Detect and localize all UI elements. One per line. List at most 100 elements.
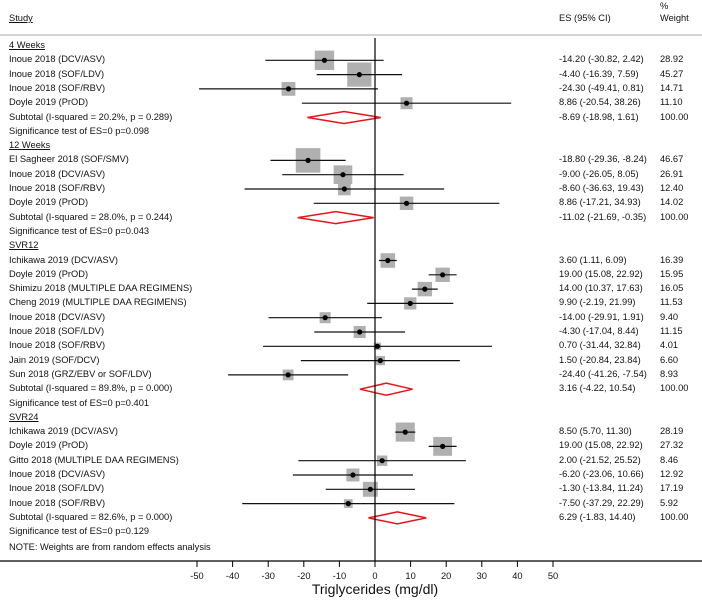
- subtotal-label: Subtotal (I-squared = 28.0%, p = 0.244): [9, 211, 173, 222]
- study-weight: 28.19: [660, 426, 684, 437]
- x-tick-label: -30: [261, 571, 274, 581]
- study-weight: 12.40: [660, 183, 684, 193]
- study-label: Inoue 2018 (SOF/LDV): [9, 68, 105, 79]
- point-estimate: [403, 100, 410, 106]
- study-label: Inoue 2018 (SOF/RBV): [9, 183, 106, 193]
- point-estimate: [422, 286, 428, 292]
- subtotal-es-ci: 3.16 (-4.22, 10.54): [559, 383, 636, 394]
- x-tick-label: 40: [512, 571, 522, 581]
- subtotal-es-ci: -11.02 (-21.69, -0.35): [559, 211, 647, 222]
- study-label: Inoue 2018 (SOF/RBV): [9, 497, 106, 508]
- subtotal-label: Subtotal (I-squared = 20.2%, p = 0.289): [9, 111, 173, 122]
- study-es-ci: -18.80 (-29.36, -8.24): [559, 154, 647, 165]
- study-weight: 6.60: [660, 354, 679, 365]
- study-label: Jain 2019 (SOF/DCV): [9, 354, 100, 365]
- study-es-ci: 0.70 (-31.44, 32.84): [559, 340, 641, 351]
- subtotal-label: Subtotal (I-squared = 82.6%, p = 0.000): [9, 511, 173, 522]
- subtotal-diamond: [359, 382, 413, 396]
- study-es-ci: 1.50 (-20.84, 23.84): [559, 354, 641, 365]
- point-estimate: [440, 272, 446, 278]
- study-label: Ichikawa 2019 (DCV/ASV): [9, 426, 119, 437]
- subtotal-weight: 100.00: [660, 111, 689, 122]
- study-es-ci: -24.30 (-49.41, 0.81): [559, 82, 644, 93]
- study-es-ci: -1.30 (-13.84, 11.24): [559, 483, 644, 494]
- point-estimate: [285, 86, 292, 92]
- study-label: Doyle 2019 (PrOD): [9, 97, 89, 108]
- study-es-ci: 8.50 (5.70, 11.30): [559, 426, 632, 437]
- study-es-ci: -14.20 (-30.82, 2.42): [559, 54, 644, 65]
- study-label: Inoue 2018 (SOF/RBV): [9, 82, 106, 93]
- study-es-ci: -14.00 (-29.91, 1.91): [559, 311, 644, 322]
- study-es-ci: 19.00 (15.08, 22.92): [559, 440, 643, 451]
- header-es: ES (95% CI): [559, 13, 611, 23]
- header-study: Study: [9, 13, 33, 23]
- point-estimate: [356, 72, 362, 78]
- study-label: Doyle 2019 (PrOD): [9, 440, 89, 451]
- significance-test: Significance test of ES=0 p=0.129: [9, 526, 150, 537]
- header-weight: Weight: [660, 13, 689, 23]
- point-estimate: [403, 200, 410, 206]
- x-tick-label: -20: [297, 571, 310, 581]
- x-tick-label: 30: [477, 571, 487, 581]
- point-estimate: [402, 429, 408, 435]
- x-tick-label: 20: [441, 571, 451, 581]
- study-es-ci: -9.00 (-26.05, 8.05): [559, 168, 639, 179]
- study-weight: 26.91: [660, 168, 684, 179]
- point-estimate: [345, 501, 351, 507]
- point-estimate: [340, 172, 346, 178]
- study-es-ci: -6.20 (-23.06, 10.66): [559, 469, 644, 479]
- study-weight: 9.40: [660, 311, 679, 322]
- study-label: Cheng 2019 (MULTIPLE DAA REGIMENS): [9, 297, 187, 308]
- study-label: Inoue 2018 (SOF/LDV): [9, 326, 105, 336]
- point-estimate: [385, 257, 391, 264]
- study-label: Inoue 2018 (SOF/LDV): [9, 483, 105, 494]
- study-weight: 46.67: [660, 154, 684, 165]
- subtotal-label: Subtotal (I-squared = 89.8%, p = 0.000): [9, 383, 173, 394]
- study-label: Gitto 2018 (MULTIPLE DAA REGIMENS): [9, 454, 179, 465]
- study-es-ci: -4.40 (-16.39, 7.59): [559, 68, 639, 79]
- study-weight: 27.32: [660, 440, 684, 451]
- study-es-ci: 9.90 (-2.19, 21.99): [559, 297, 636, 308]
- study-weight: 15.95: [660, 268, 684, 279]
- study-weight: 17.19: [660, 483, 684, 494]
- subtotal-diamond: [307, 110, 381, 125]
- point-estimate: [357, 329, 363, 335]
- subtotal-diamond: [368, 511, 427, 525]
- study-weight: 14.71: [660, 82, 684, 93]
- point-estimate: [377, 358, 383, 364]
- point-estimate: [367, 486, 373, 492]
- study-es-ci: 14.00 (10.37, 17.63): [559, 283, 643, 294]
- subtotal-diamond: [297, 210, 374, 225]
- significance-test: Significance test of ES=0 p=0.098: [9, 125, 150, 136]
- study-es-ci: 8.86 (-20.54, 38.26): [559, 97, 641, 108]
- study-weight: 14.02: [660, 197, 684, 208]
- x-tick-label: 0: [372, 571, 377, 581]
- point-estimate: [407, 300, 413, 306]
- x-tick-label: 50: [548, 571, 558, 581]
- study-label: Inoue 2018 (DCV/ASV): [9, 311, 106, 322]
- study-weight: 16.39: [660, 254, 684, 265]
- study-es-ci: 8.86 (-17.21, 34.93): [559, 197, 641, 208]
- x-tick-label: 10: [405, 571, 415, 581]
- subtotal-weight: 100.00: [660, 211, 689, 222]
- group-heading: SVR24: [9, 411, 39, 422]
- study-weight: 12.92: [660, 469, 684, 479]
- point-estimate: [305, 157, 311, 163]
- point-estimate: [374, 343, 381, 349]
- point-estimate: [285, 372, 291, 378]
- point-estimate: [341, 186, 347, 192]
- study-label: Doyle 2019 (PrOD): [9, 197, 89, 208]
- subtotal-es-ci: 6.29 (-1.83, 14.40): [559, 511, 636, 522]
- x-axis-label: Triglycerides (mg/dl): [311, 581, 439, 597]
- study-label: Ichikawa 2019 (DCV/ASV): [9, 254, 119, 265]
- study-label: Inoue 2018 (DCV/ASV): [9, 54, 106, 65]
- study-es-ci: 19.00 (15.08, 22.92): [559, 268, 643, 279]
- study-label: Sun 2018 (GRZ/EBV or SOF/LDV): [9, 368, 152, 379]
- subtotal-weight: 100.00: [660, 383, 689, 394]
- point-estimate: [379, 458, 385, 464]
- study-es-ci: -8.60 (-36.63, 19.43): [559, 183, 644, 193]
- subtotal-weight: 100.00: [660, 511, 689, 522]
- study-weight: 11.10: [660, 97, 683, 108]
- study-weight: 4.01: [660, 340, 679, 351]
